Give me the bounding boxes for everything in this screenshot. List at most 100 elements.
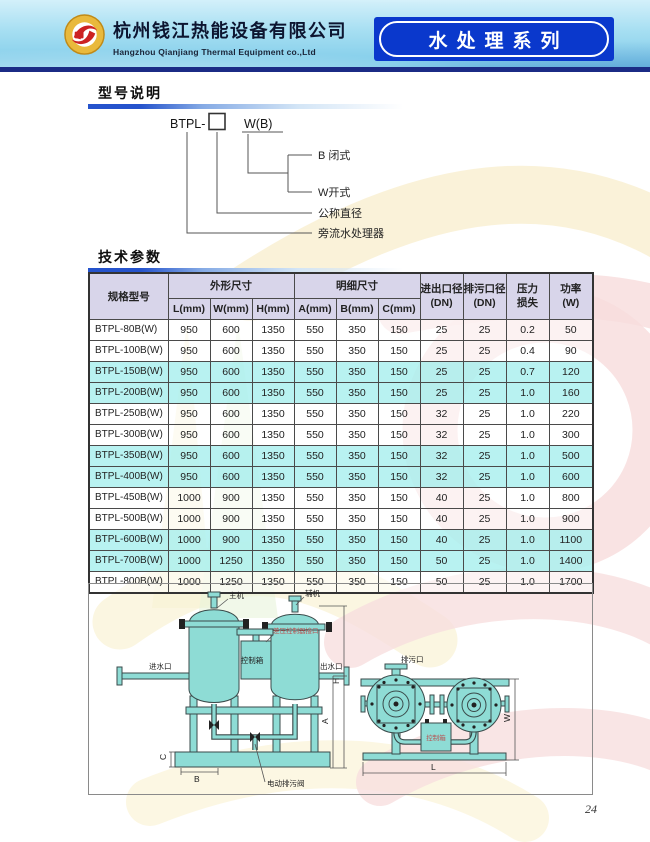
value-cell: 40 xyxy=(419,486,464,509)
value-cell: 25 xyxy=(462,507,507,530)
value-cell: 950 xyxy=(167,465,211,488)
col-header-inlet-line2: (DN) xyxy=(430,297,453,310)
col-header-power-line1: 功率 xyxy=(560,283,582,296)
value-cell: 32 xyxy=(419,444,464,467)
col-header-drain: 排污口径 (DN) xyxy=(462,272,507,320)
model-cell: BTPL-450B(W) xyxy=(88,486,169,509)
value-cell: 600 xyxy=(209,339,253,362)
col-header-drain-line2: (DN) xyxy=(473,297,496,310)
value-cell: 50 xyxy=(419,570,464,593)
label-outlet: 出水口 xyxy=(320,661,343,671)
value-cell: 150 xyxy=(377,402,421,425)
value-cell: 350 xyxy=(335,402,379,425)
value-cell: 25 xyxy=(462,339,507,362)
label-device: 旁流水处理器 xyxy=(318,226,384,240)
series-banner-frame: 水处理系列 xyxy=(379,21,609,57)
value-cell: 950 xyxy=(167,360,211,383)
model-cell: BTPL-80B(W) xyxy=(88,318,169,341)
value-cell: 40 xyxy=(419,528,464,551)
model-prefix: BTPL- xyxy=(170,117,205,131)
page-header: 杭州钱江热能设备有限公司 Hangzhou Qianjiang Thermal … xyxy=(0,0,650,67)
value-cell: 32 xyxy=(419,423,464,446)
value-cell: 350 xyxy=(335,318,379,341)
dim-w: W xyxy=(502,714,512,722)
value-cell: 0.2 xyxy=(505,318,550,341)
dim-a: A xyxy=(320,718,330,724)
value-cell: 25 xyxy=(462,381,507,404)
col-header-inlet: 进出口径 (DN) xyxy=(419,272,464,320)
value-cell: 1350 xyxy=(251,444,295,467)
value-cell: 25 xyxy=(462,549,507,572)
value-cell: 1400 xyxy=(548,549,594,572)
table-row: BTPL-250B(W) 950 600 1350 550 350 150 32 25 1.0 22… xyxy=(88,402,594,425)
value-cell: 500 xyxy=(548,444,594,467)
section-title-underline xyxy=(88,268,418,273)
front-view: 主机 辅机 差压控制器接口 控制箱 进水口 出水口 电动排污阀 H A xyxy=(116,588,350,788)
value-cell: 25 xyxy=(462,486,507,509)
label-main-unit: 主机 xyxy=(229,590,244,600)
value-cell: 600 xyxy=(209,423,253,446)
col-header-h: H(mm) xyxy=(251,297,295,320)
col-header-power: 功率 (W) xyxy=(548,272,594,320)
value-cell: 350 xyxy=(335,507,379,530)
value-cell: 950 xyxy=(167,444,211,467)
value-cell: 900 xyxy=(209,507,253,530)
col-header-power-line2: (W) xyxy=(562,297,580,310)
value-cell: 25 xyxy=(419,318,464,341)
value-cell: 25 xyxy=(462,570,507,593)
value-cell: 32 xyxy=(419,402,464,425)
value-cell: 25 xyxy=(462,402,507,425)
value-cell: 550 xyxy=(293,507,337,530)
value-cell: 1350 xyxy=(251,360,295,383)
value-cell: 25 xyxy=(462,444,507,467)
value-cell: 150 xyxy=(377,444,421,467)
page-number: 24 xyxy=(585,802,597,816)
value-cell: 90 xyxy=(548,339,594,362)
col-header-pressure: 压力 损失 xyxy=(505,272,550,320)
value-cell: 1350 xyxy=(251,339,295,362)
section-title-tech-text: 技术参数 xyxy=(98,249,162,265)
value-cell: 150 xyxy=(377,528,421,551)
label-dp-controller: 差压控制器接口 xyxy=(273,626,319,635)
col-header-drain-line1: 排污口径 xyxy=(463,283,506,296)
col-header-b: B(mm) xyxy=(335,297,379,320)
value-cell: 550 xyxy=(293,486,337,509)
value-cell: 1.0 xyxy=(505,507,550,530)
value-cell: 1250 xyxy=(209,570,253,593)
value-cell: 350 xyxy=(335,381,379,404)
value-cell: 1350 xyxy=(251,381,295,404)
value-cell: 25 xyxy=(462,528,507,551)
value-cell: 1.0 xyxy=(505,444,550,467)
col-header-l: L(mm) xyxy=(167,297,211,320)
value-cell: 1.0 xyxy=(505,402,550,425)
section-title-model-text: 型号说明 xyxy=(98,85,162,101)
table-row: BTPL-100B(W) 950 600 1350 550 350 150 25 25 0.4 90 xyxy=(88,339,594,362)
value-cell: 0.7 xyxy=(505,360,550,383)
model-cell: BTPL-150B(W) xyxy=(88,360,169,383)
model-cell: BTPL-800B(W) xyxy=(88,570,169,593)
value-cell: 1350 xyxy=(251,507,295,530)
label-inlet: 进水口 xyxy=(149,661,172,671)
col-group-outline: 外形尺寸 xyxy=(167,272,295,299)
value-cell: 40 xyxy=(419,507,464,530)
value-cell: 300 xyxy=(548,423,594,446)
value-cell: 550 xyxy=(293,549,337,572)
value-cell: 1.0 xyxy=(505,465,550,488)
value-cell: 900 xyxy=(209,528,253,551)
model-cell: BTPL-700B(W) xyxy=(88,549,169,572)
company-logo xyxy=(64,14,105,55)
label-b-type: B 闭式 xyxy=(318,149,350,162)
value-cell: 0.4 xyxy=(505,339,550,362)
value-cell: 350 xyxy=(335,549,379,572)
value-cell: 550 xyxy=(293,360,337,383)
dim-l: L xyxy=(431,762,436,772)
value-cell: 1700 xyxy=(548,570,594,593)
table-row: BTPL-300B(W) 950 600 1350 550 350 150 32 25 1.0 30… xyxy=(88,423,594,446)
col-header-pressure-line1: 压力 xyxy=(517,283,539,296)
value-cell: 1100 xyxy=(548,528,594,551)
model-diameter-box xyxy=(208,112,226,131)
table-row: BTPL-400B(W) 950 600 1350 550 350 150 32 25 1.0 60… xyxy=(88,465,594,488)
value-cell: 150 xyxy=(377,486,421,509)
value-cell: 950 xyxy=(167,381,211,404)
